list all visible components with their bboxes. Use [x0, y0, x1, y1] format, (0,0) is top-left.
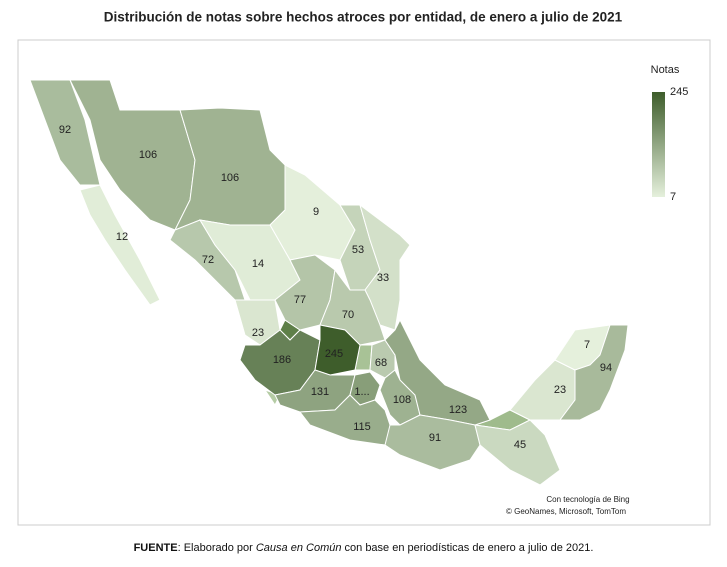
- state-labels: 92 12 106 106 9 72 14 53 33 77 70 23 186 245 68 131 1...…: [59, 124, 612, 451]
- data-label: 53: [352, 244, 364, 256]
- states: [29, 79, 629, 486]
- data-label: 9: [313, 206, 319, 218]
- source-org: Causa en Común: [255, 542, 342, 554]
- data-label: 45: [514, 439, 526, 451]
- colorbar: [652, 92, 665, 197]
- legend-title: Notas: [651, 64, 680, 76]
- data-label: 14: [252, 258, 264, 270]
- data-label: 94: [600, 362, 612, 374]
- state-shape: [269, 164, 356, 261]
- colorbar-max: 245: [670, 86, 688, 98]
- colorbar-min: 7: [670, 191, 676, 203]
- data-label: 72: [202, 254, 214, 266]
- data-label: 77: [294, 294, 306, 306]
- chart-title: Distribución de notas sobre hechos atroc…: [104, 10, 623, 25]
- attribution: Con tecnología de Bing: [546, 495, 629, 504]
- source-lead: FUENTE: [133, 542, 178, 554]
- state-shape: [359, 203, 411, 331]
- source-note: FUENTE: Elaborado por Causa en Común con…: [0, 542, 727, 554]
- data-label: 115: [353, 421, 371, 433]
- data-label: 123: [449, 404, 467, 416]
- state-shape: [384, 318, 491, 426]
- state-shape: [474, 419, 561, 486]
- state-shape: [559, 324, 629, 421]
- data-label: 23: [252, 327, 264, 339]
- data-label: 33: [377, 272, 389, 284]
- data-label: 70: [342, 309, 354, 321]
- data-label: 106: [221, 172, 239, 184]
- map-chart: Distribución de notas sobre hechos atroc…: [17, 10, 711, 526]
- source-text: Elaborado por: [180, 542, 256, 554]
- data-label: 108: [393, 394, 411, 406]
- data-label: 92: [59, 124, 71, 136]
- attribution: © GeoNames, Microsoft, TomTom: [506, 507, 626, 516]
- data-label: 186: [273, 354, 291, 366]
- data-label: 91: [429, 432, 441, 444]
- data-label: 106: [139, 149, 157, 161]
- data-label: 12: [116, 231, 128, 243]
- data-label: 245: [325, 348, 343, 360]
- state-shape: [79, 184, 161, 306]
- data-label: 131: [311, 386, 329, 398]
- source-colon: :: [177, 542, 181, 554]
- state-shape: [29, 79, 101, 186]
- data-label: 68: [375, 357, 387, 369]
- data-label: 7: [584, 339, 590, 351]
- data-label: 23: [554, 384, 566, 396]
- data-label: 1...: [354, 386, 369, 398]
- source-text: con base en periodísticas de enero a jul…: [341, 542, 594, 554]
- state-shape: [299, 394, 401, 446]
